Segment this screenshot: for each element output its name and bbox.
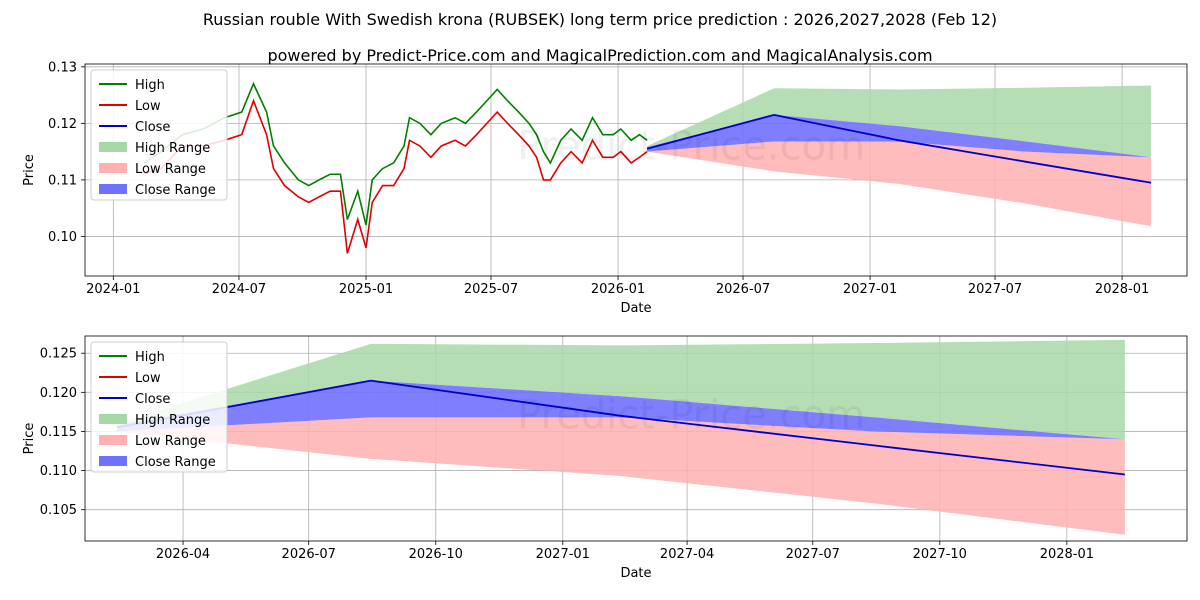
x-tick-label: 2027-10 <box>913 547 967 562</box>
legend-swatch <box>99 435 127 445</box>
legend-label: Close <box>135 392 170 407</box>
axes-frame <box>84 335 1188 542</box>
x-tick-label: 2026-07 <box>716 282 770 297</box>
legend-label: Low <box>135 371 161 386</box>
low-line <box>144 98 648 254</box>
close-range-area <box>647 114 1152 158</box>
low-range-area <box>116 417 1125 535</box>
legend-label: High <box>135 78 165 93</box>
y-tick-label: 0.10 <box>48 230 77 245</box>
y-tick-label: 0.115 <box>40 425 77 440</box>
x-tick-label: 2027-07 <box>968 282 1022 297</box>
legend: High Low Close High Range Low Range Close Ran… <box>90 69 228 201</box>
panel-forecast-zoom: 2026-04 2026-07 2026-10 2027-01 2027-04 2027-… <box>22 335 1188 581</box>
y-axis-label: Price <box>22 154 37 186</box>
plot-area: Predict-Price.com <box>116 339 1125 535</box>
legend-label: Low Range <box>135 434 206 449</box>
legend-label: Low <box>135 99 161 114</box>
legend-label: Low Range <box>135 162 206 177</box>
x-tick-label: 2024-07 <box>212 282 266 297</box>
x-tick-label: 2026-01 <box>591 282 645 297</box>
legend-swatch <box>99 163 127 173</box>
legend-label: High <box>135 350 165 365</box>
legend-swatch <box>99 142 127 152</box>
x-tick-label: 2027-04 <box>660 547 714 562</box>
chart-title: Russian rouble With Swedish krona (RUBSE… <box>202 10 998 29</box>
y-tick-label: 0.120 <box>40 386 77 401</box>
x-tick-label: 2026-10 <box>409 547 463 562</box>
high-range-area <box>116 339 1125 440</box>
legend-label: High Range <box>135 141 210 156</box>
x-tick-label: 2025-01 <box>339 282 393 297</box>
legend-label: Close Range <box>135 183 216 198</box>
plot-area: Predict-Price.com <box>143 81 1152 254</box>
close-range-area <box>116 380 1125 440</box>
legend-label: Close <box>135 120 170 135</box>
low-range-area <box>647 141 1152 227</box>
legend-swatch <box>99 184 127 194</box>
high-range-area <box>647 85 1152 158</box>
legend: High Low Close High Range Low Range Close Ran… <box>90 341 228 473</box>
x-tick-label: 2028-01 <box>1095 282 1149 297</box>
x-axis-label: Date <box>620 301 651 316</box>
close-line <box>116 379 1125 476</box>
y-tick-label: 0.13 <box>48 60 77 75</box>
y-tick-label: 0.105 <box>40 503 77 518</box>
high-line <box>143 81 648 226</box>
y-tick-label: 0.12 <box>48 117 77 132</box>
watermark: Predict-Price.com <box>517 123 865 169</box>
panel-full-history: 2024-01 2024-07 2025-01 2025-07 2026-01 2026-… <box>22 60 1188 316</box>
x-tick-label: 2025-07 <box>464 282 518 297</box>
legend-label: Close Range <box>135 455 216 470</box>
x-tick-label: 2027-01 <box>536 547 590 562</box>
x-tick-label: 2026-04 <box>156 547 210 562</box>
x-tick-label: 2027-01 <box>843 282 897 297</box>
x-axis-label: Date <box>620 566 651 581</box>
legend-label: High Range <box>135 413 210 428</box>
close-line <box>646 113 1152 184</box>
watermark: Predict-Price.com <box>517 392 865 438</box>
y-tick-label: 0.125 <box>40 347 77 362</box>
legend-swatch <box>99 456 127 466</box>
chart-subtitle: powered by Predict-Price.com and Magical… <box>267 46 933 65</box>
x-tick-label: 2027-07 <box>786 547 840 562</box>
axes-frame <box>84 63 1188 277</box>
y-tick-label: 0.11 <box>48 173 77 188</box>
x-tick-label: 2026-07 <box>282 547 336 562</box>
y-tick-label: 0.110 <box>40 464 77 479</box>
legend-swatch <box>99 414 127 424</box>
x-tick-label: 2024-01 <box>86 282 140 297</box>
y-axis-label: Price <box>22 423 37 455</box>
x-tick-label: 2028-01 <box>1040 547 1094 562</box>
